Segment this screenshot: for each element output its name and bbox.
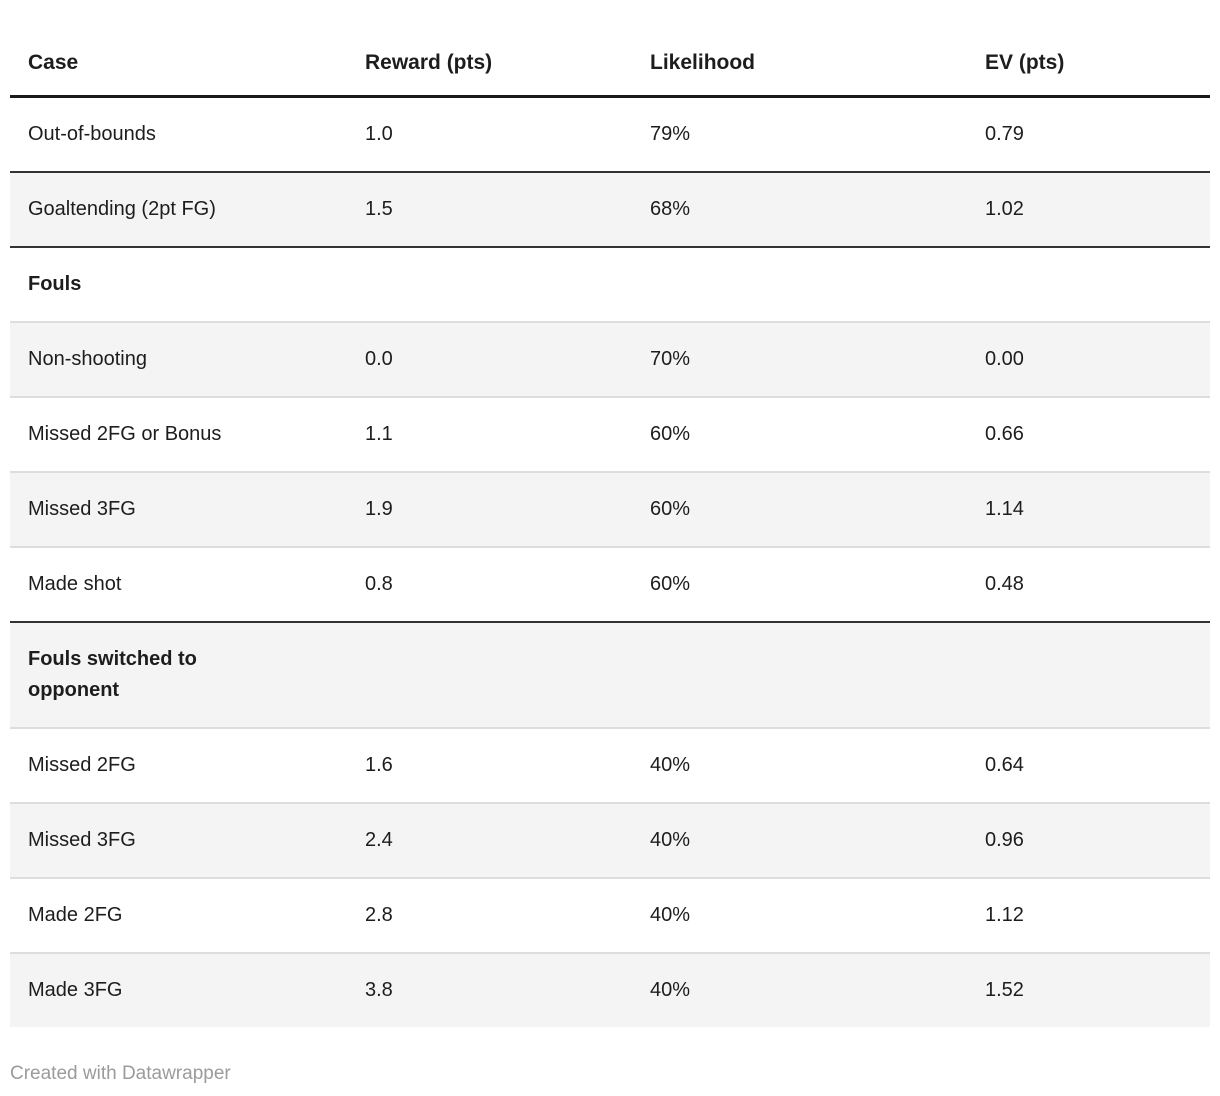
section-label: Fouls (28, 273, 82, 295)
cell-reward: 1.6 (347, 728, 632, 804)
table-row: Goaltending (2pt FG) 1.5 68% 1.02 (10, 172, 1210, 248)
section-label: Fouls switched to opponent (28, 648, 197, 701)
table-row: Made 3FG 3.8 40% 1.52 (10, 953, 1210, 1027)
cell-reward: 2.4 (347, 803, 632, 879)
cell-likelihood: 40% (650, 979, 691, 1001)
table-row: Missed 2FG or Bonus 1.1 60% 0.66 (10, 397, 1210, 473)
table-body: Out-of-bounds 1.0 79% 0.79 Goaltending (2pt … (10, 96, 1210, 1027)
column-header-case: Case (10, 30, 347, 98)
cell-reward: 0.0 (347, 322, 632, 398)
cell-ev: 1.12 (967, 878, 1210, 954)
cell-likelihood: 60% (632, 547, 967, 623)
cell-likelihood: 60% (632, 397, 967, 473)
cell-case: Made 2FG (10, 878, 347, 954)
column-header-likelihood: Likelihood (632, 30, 967, 98)
cell-reward (347, 622, 632, 729)
cell-reward: 1.0 (347, 96, 632, 173)
section-header-row: Fouls switched to opponent (10, 622, 1210, 729)
table-row: Made 2FG 2.8 40% 1.12 (10, 878, 1210, 954)
column-header-reward: Reward (pts) (347, 30, 632, 98)
table-row: Missed 3FG 2.4 40% 0.96 (10, 803, 1210, 879)
cell-ev: 1.52 (985, 979, 1024, 1001)
cell-likelihood (632, 247, 967, 323)
cell-case: Goaltending (2pt FG) (10, 172, 347, 248)
cell-likelihood: 70% (632, 322, 967, 398)
cell-case: Fouls (10, 247, 347, 323)
cell-ev: 0.66 (967, 397, 1210, 473)
table-row: Out-of-bounds 1.0 79% 0.79 (10, 96, 1210, 173)
cell-ev: 1.14 (967, 472, 1210, 548)
cell-case: Missed 3FG (10, 472, 347, 548)
cell-case: Out-of-bounds (10, 96, 347, 173)
table-header: Case Reward (pts) Likelihood EV (pts) (10, 30, 1210, 98)
cell-likelihood: 68% (632, 172, 967, 248)
table-row: Made shot 0.8 60% 0.48 (10, 547, 1210, 623)
cell-likelihood: 40% (632, 728, 967, 804)
cell-ev: 0.48 (967, 547, 1210, 623)
cell-case: Missed 2FG or Bonus (10, 397, 347, 473)
cell-likelihood: 79% (632, 96, 967, 173)
cell-ev: 0.00 (967, 322, 1210, 398)
table-row: Missed 2FG 1.6 40% 0.64 (10, 728, 1210, 804)
cell-reward: 3.8 (365, 979, 393, 1001)
cell-case: Made shot (10, 547, 347, 623)
table-row: Missed 3FG 1.9 60% 1.14 (10, 472, 1210, 548)
cell-ev (967, 247, 1210, 323)
cell-case: Fouls switched to opponent (10, 622, 347, 729)
cell-ev: 0.96 (967, 803, 1210, 879)
cell-case: Non-shooting (10, 322, 347, 398)
cell-reward: 0.8 (347, 547, 632, 623)
header-row: Case Reward (pts) Likelihood EV (pts) (10, 30, 1210, 98)
cell-reward: 1.9 (347, 472, 632, 548)
cell-case: Made 3FG (28, 979, 123, 1001)
cell-likelihood: 60% (632, 472, 967, 548)
cell-likelihood: 40% (632, 803, 967, 879)
cell-reward: 2.8 (347, 878, 632, 954)
cell-reward: 1.1 (347, 397, 632, 473)
cell-reward (347, 247, 632, 323)
column-header-ev: EV (pts) (967, 30, 1210, 98)
cell-likelihood: 40% (632, 878, 967, 954)
cell-case: Missed 2FG (10, 728, 347, 804)
cell-ev (967, 622, 1210, 729)
table-row: Non-shooting 0.0 70% 0.00 (10, 322, 1210, 398)
ev-table: Case Reward (pts) Likelihood EV (pts) Ou… (10, 30, 1210, 1027)
cell-ev: 0.64 (967, 728, 1210, 804)
attribution-text: Created with Datawrapper (10, 1063, 231, 1084)
cell-ev: 1.02 (967, 172, 1210, 248)
section-header-row: Fouls (10, 247, 1210, 323)
cell-reward: 1.5 (347, 172, 632, 248)
cell-case: Missed 3FG (10, 803, 347, 879)
cell-likelihood (632, 622, 967, 729)
cell-ev: 0.79 (967, 96, 1210, 173)
